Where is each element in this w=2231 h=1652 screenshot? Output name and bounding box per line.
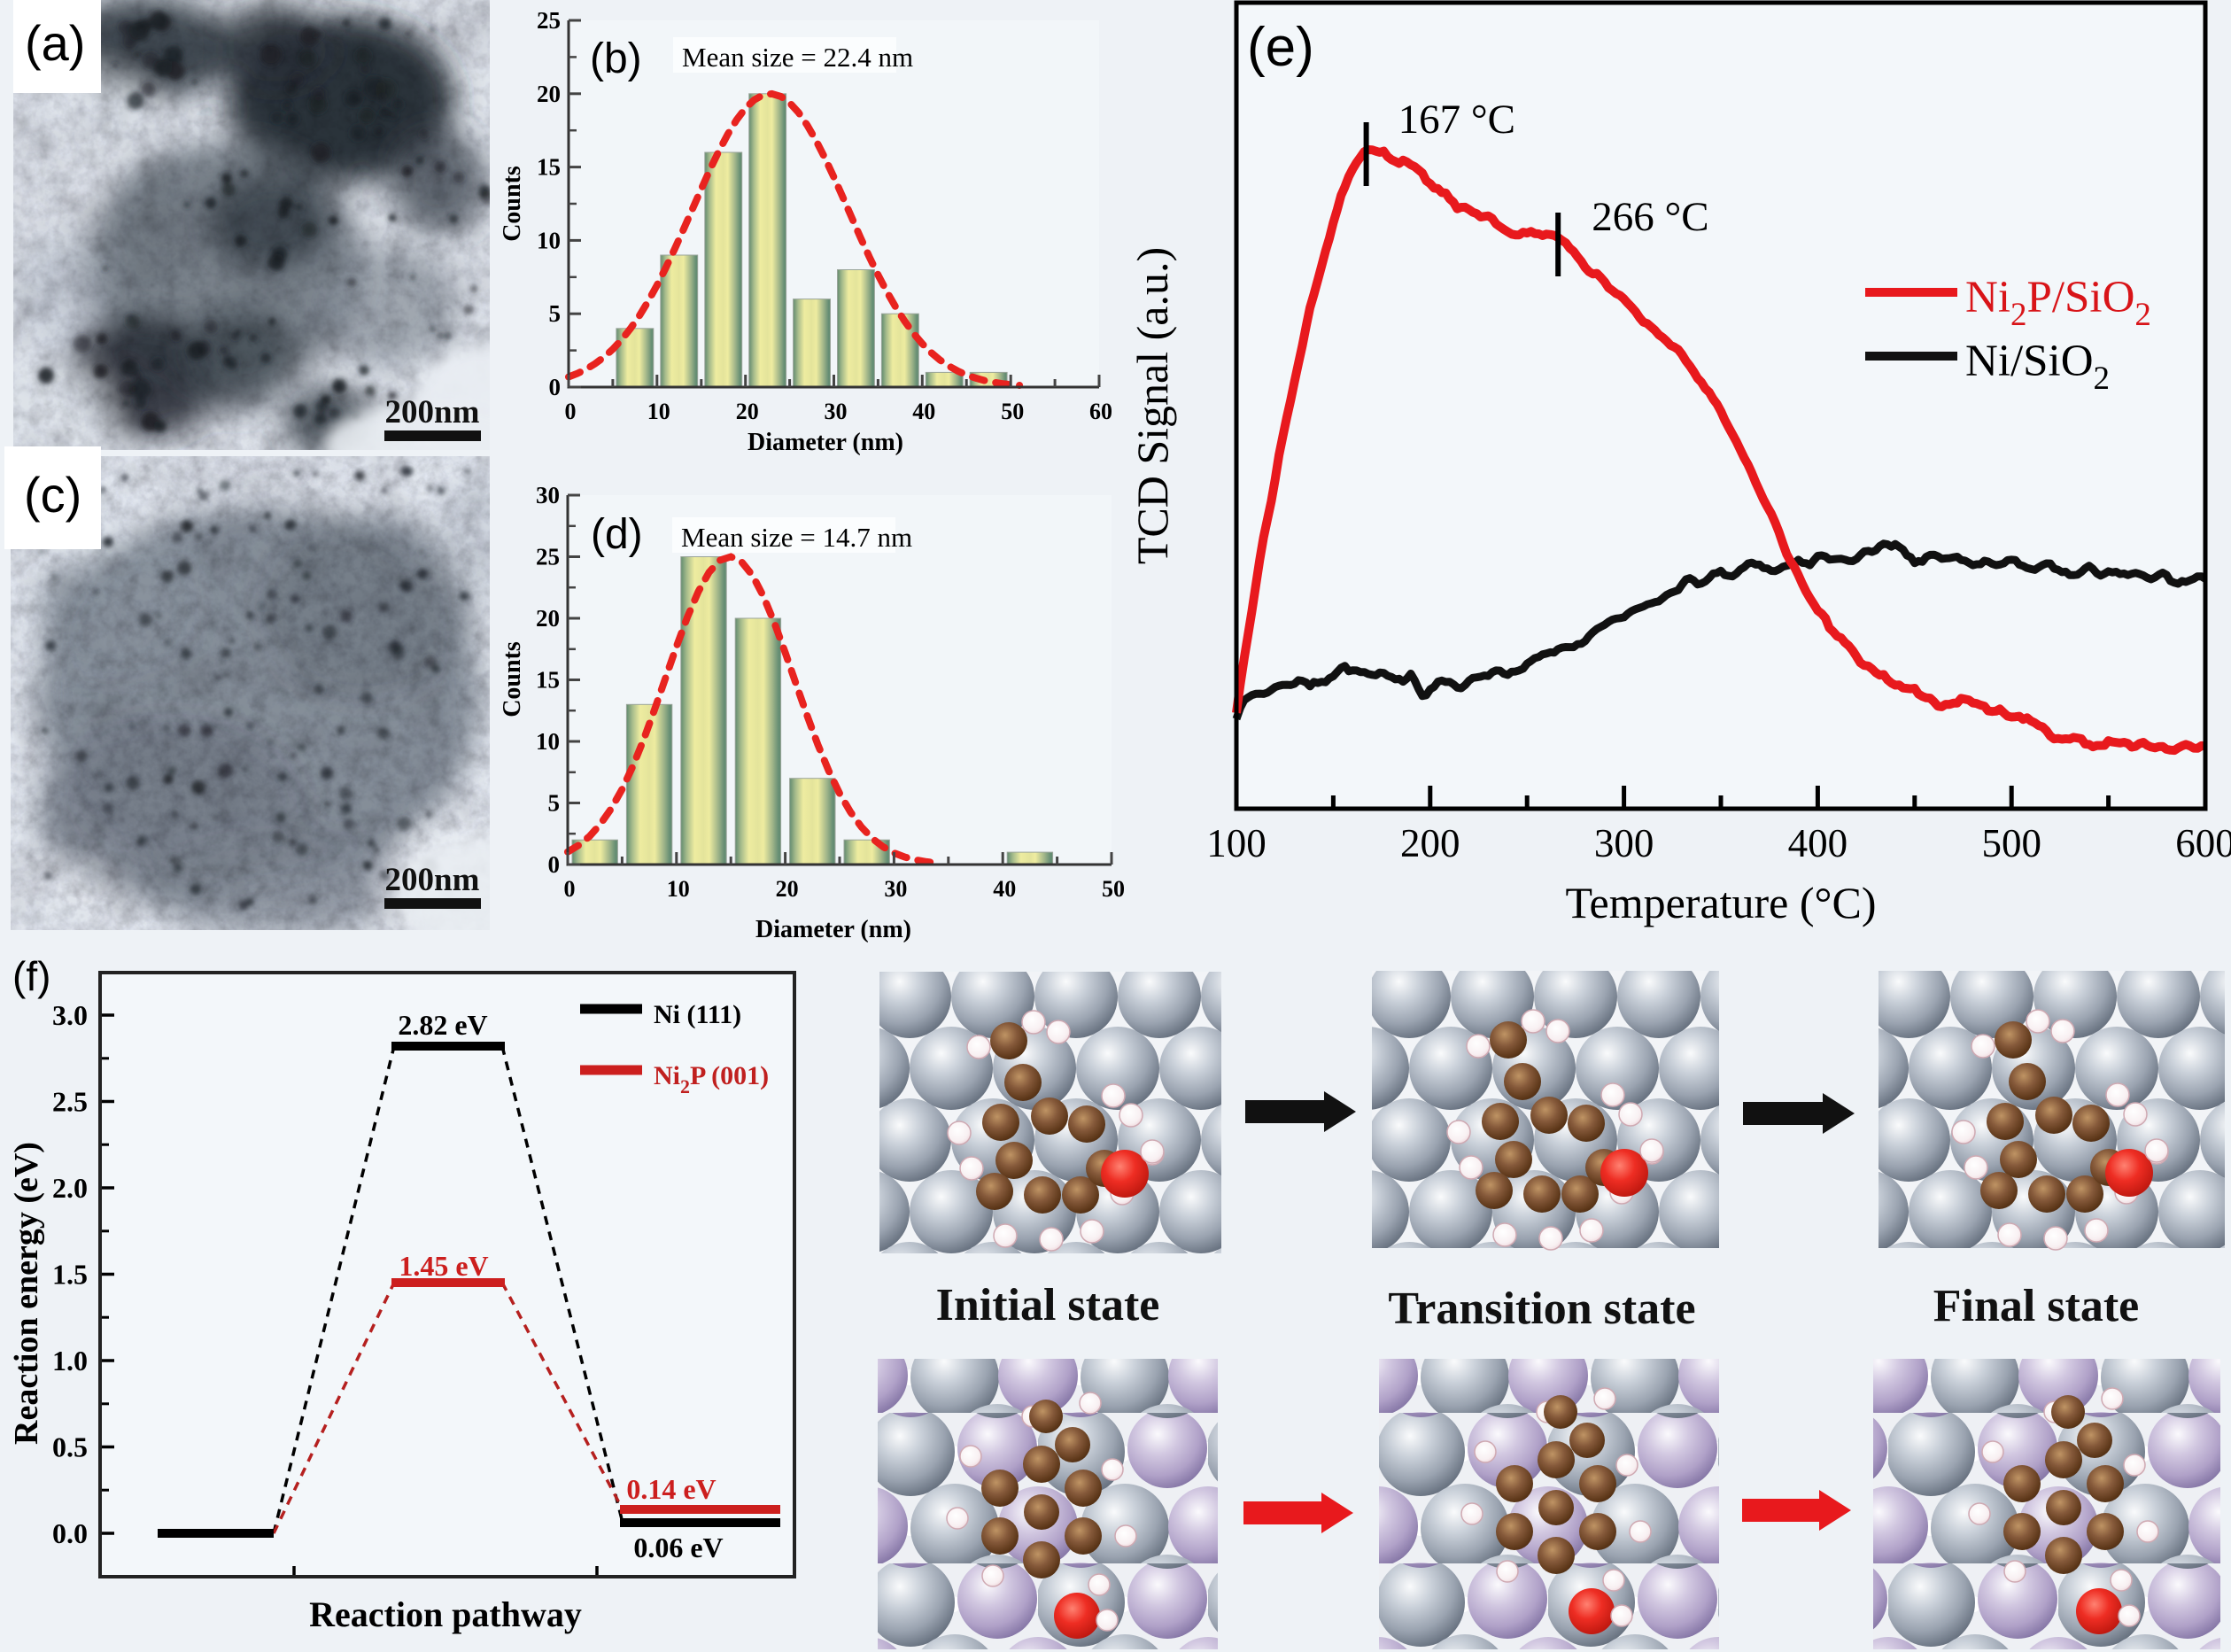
svg-text:2.5: 2.5 xyxy=(52,1086,88,1118)
svg-text:1.45 eV: 1.45 eV xyxy=(399,1250,488,1282)
svg-text:30: 30 xyxy=(536,482,560,508)
svg-text:Initial state: Initial state xyxy=(936,1280,1160,1330)
svg-text:60: 60 xyxy=(1089,399,1112,424)
svg-text:(b): (b) xyxy=(590,35,642,82)
svg-text:10: 10 xyxy=(667,876,690,902)
svg-text:5: 5 xyxy=(549,300,562,327)
svg-text:30: 30 xyxy=(884,876,907,902)
svg-text:2.0: 2.0 xyxy=(52,1172,88,1204)
svg-text:(d): (d) xyxy=(591,511,643,558)
svg-text:20: 20 xyxy=(537,81,561,107)
svg-text:Mean size = 14.7 nm: Mean size = 14.7 nm xyxy=(681,522,912,553)
svg-text:Counts: Counts xyxy=(499,166,526,242)
svg-text:Diameter (nm): Diameter (nm) xyxy=(748,429,903,456)
svg-text:20: 20 xyxy=(776,876,799,902)
svg-text:0: 0 xyxy=(564,876,576,902)
svg-text:20: 20 xyxy=(536,605,560,632)
svg-text:0: 0 xyxy=(565,399,577,424)
svg-text:Diameter (nm): Diameter (nm) xyxy=(755,916,911,943)
svg-text:(f): (f) xyxy=(12,957,50,999)
svg-text:200: 200 xyxy=(1400,821,1460,865)
svg-text:(e): (e) xyxy=(1247,17,1314,78)
svg-text:0: 0 xyxy=(548,851,561,878)
svg-text:50: 50 xyxy=(1102,876,1125,902)
svg-text:0: 0 xyxy=(549,374,562,400)
svg-text:Reaction pathway: Reaction pathway xyxy=(309,1594,582,1634)
svg-text:100: 100 xyxy=(1206,821,1267,865)
svg-text:15: 15 xyxy=(536,667,560,694)
svg-text:0.14 eV: 0.14 eV xyxy=(626,1473,716,1505)
svg-text:0.06 eV: 0.06 eV xyxy=(633,1532,723,1563)
svg-text:0.0: 0.0 xyxy=(52,1517,88,1549)
svg-text:10: 10 xyxy=(647,399,670,424)
svg-text:25: 25 xyxy=(536,544,560,570)
svg-text:200nm: 200nm xyxy=(385,862,480,898)
svg-text:600: 600 xyxy=(2175,821,2231,865)
svg-text:1.5: 1.5 xyxy=(52,1259,88,1291)
svg-text:400: 400 xyxy=(1788,821,1848,865)
svg-text:Ni (111): Ni (111) xyxy=(654,1000,741,1029)
svg-text:500: 500 xyxy=(1981,821,2041,865)
svg-text:10: 10 xyxy=(537,227,561,253)
svg-text:40: 40 xyxy=(912,399,935,424)
svg-text:15: 15 xyxy=(537,154,561,181)
svg-text:200nm: 200nm xyxy=(385,394,480,430)
svg-text:20: 20 xyxy=(736,399,759,424)
svg-text:25: 25 xyxy=(537,7,561,34)
svg-text:Temperature (°C): Temperature (°C) xyxy=(1565,878,1876,927)
svg-text:3.0: 3.0 xyxy=(52,999,88,1031)
svg-text:30: 30 xyxy=(825,399,848,424)
svg-text:300: 300 xyxy=(1594,821,1654,865)
svg-text:Counts: Counts xyxy=(499,641,526,717)
svg-text:5: 5 xyxy=(548,790,561,817)
svg-text:Reaction energy (eV): Reaction energy (eV) xyxy=(8,1142,45,1445)
svg-text:TCD Signal (a.u.): TCD Signal (a.u.) xyxy=(1134,247,1177,564)
svg-text:Mean size = 22.4 nm: Mean size = 22.4 nm xyxy=(682,42,913,73)
svg-text:Final state: Final state xyxy=(1933,1281,2140,1331)
svg-text:167 °C: 167 °C xyxy=(1398,97,1515,143)
svg-text:0.5: 0.5 xyxy=(52,1431,88,1463)
svg-text:Transition state: Transition state xyxy=(1388,1284,1695,1334)
svg-text:2.82 eV: 2.82 eV xyxy=(398,1009,487,1041)
svg-text:50: 50 xyxy=(1001,399,1024,424)
svg-text:10: 10 xyxy=(536,728,560,755)
svg-text:1.0: 1.0 xyxy=(52,1345,88,1377)
svg-text:40: 40 xyxy=(993,876,1016,902)
svg-text:266 °C: 266 °C xyxy=(1592,194,1708,240)
